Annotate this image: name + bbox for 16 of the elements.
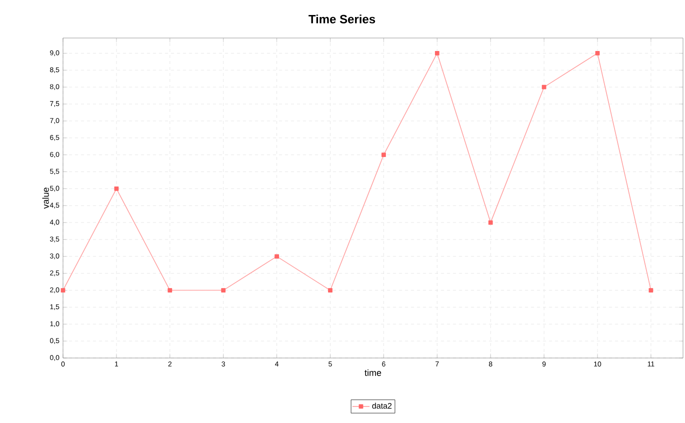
point bbox=[168, 288, 172, 292]
x-axis-title: time bbox=[364, 369, 382, 376]
chart-title: Time Series bbox=[308, 14, 376, 24]
legend-label: data2 bbox=[372, 402, 392, 409]
point bbox=[274, 254, 279, 259]
point bbox=[434, 51, 440, 56]
point bbox=[595, 51, 600, 56]
point bbox=[221, 288, 226, 292]
point bbox=[488, 220, 493, 225]
point bbox=[648, 288, 654, 292]
point bbox=[114, 186, 119, 191]
point bbox=[381, 152, 386, 158]
point bbox=[542, 84, 546, 90]
y-axis-title: value bbox=[42, 188, 49, 209]
point bbox=[60, 288, 66, 292]
point bbox=[328, 288, 332, 292]
